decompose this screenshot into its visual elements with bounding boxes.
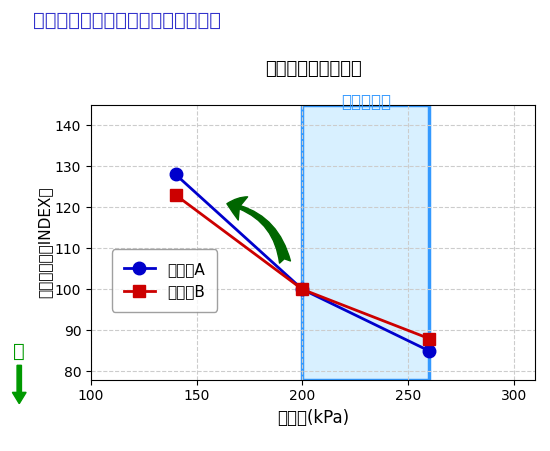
Text: ３）タイヤの使用条件と転がり抵抗: ３）タイヤの使用条件と転がり抵抗 (33, 11, 221, 30)
Text: 通常使用域: 通常使用域 (341, 93, 391, 111)
Title: 空気圧と転がり抵抗: 空気圧と転がり抵抗 (265, 60, 361, 78)
Bar (302, 105, 430, 380)
Legend: タイヤA, タイヤB: タイヤA, タイヤB (112, 249, 217, 312)
X-axis label: 空気圧(kPa): 空気圧(kPa) (277, 409, 349, 427)
Text: 良: 良 (13, 342, 25, 361)
Y-axis label: 転がり抵抗（INDEX）: 転がり抵抗（INDEX） (37, 186, 52, 298)
